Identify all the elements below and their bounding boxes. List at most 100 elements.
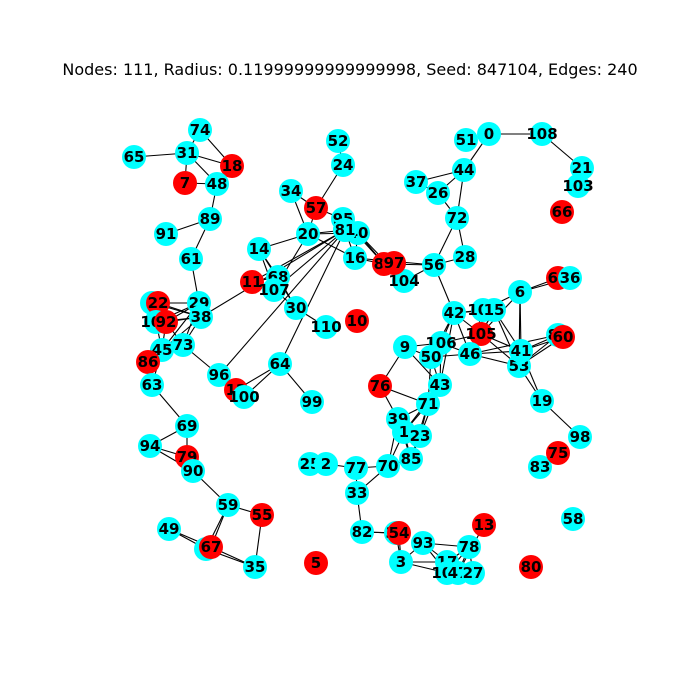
node-97: 97 [382, 251, 406, 275]
node-label: 35 [245, 558, 266, 576]
node-11: 11 [240, 270, 264, 294]
node-label: 108 [526, 125, 557, 143]
node-label: 26 [428, 184, 449, 202]
node-label: 85 [401, 450, 422, 468]
node-circle [181, 459, 205, 483]
node-label: 51 [456, 131, 477, 149]
node-circle [250, 503, 274, 527]
node-circle [453, 245, 477, 269]
node-label: 72 [447, 209, 468, 227]
node-34: 34 [279, 179, 303, 203]
node-circle [146, 291, 170, 315]
node-circle [154, 310, 178, 334]
node-label: 69 [177, 417, 198, 435]
node-circle [243, 555, 267, 579]
node-42: 42 [442, 301, 466, 325]
node-circle [368, 374, 392, 398]
node-99: 99 [300, 390, 324, 414]
node-label: 57 [306, 199, 327, 217]
node-label: 56 [424, 256, 445, 274]
node-label: 6 [515, 283, 525, 301]
node-circle [550, 200, 574, 224]
node-circle [570, 156, 594, 180]
node-circle [247, 237, 271, 261]
node-label: 63 [142, 376, 163, 394]
node-69: 69 [175, 414, 199, 438]
node-44: 44 [452, 158, 476, 182]
node-circle [240, 270, 264, 294]
node-96: 96 [207, 363, 231, 387]
node-circle [350, 520, 374, 544]
node-label: 75 [548, 444, 569, 462]
node-label: 97 [384, 254, 405, 272]
node-52: 52 [326, 129, 350, 153]
node-89: 89 [198, 207, 222, 231]
node-circle [188, 118, 212, 142]
node-label: 96 [209, 366, 230, 384]
node-label: 43 [430, 376, 451, 394]
node-circle [452, 158, 476, 182]
node-circle [408, 424, 432, 448]
node-label: 41 [511, 342, 532, 360]
node-37: 37 [404, 170, 428, 194]
node-circle [445, 206, 469, 230]
node-circle [389, 550, 413, 574]
node-circle [205, 172, 229, 196]
node-label: 86 [138, 353, 159, 371]
node-label: 58 [563, 510, 584, 528]
node-circle [382, 251, 406, 275]
node-43: 43 [428, 373, 452, 397]
node-23: 23 [408, 424, 432, 448]
node-label: 44 [454, 161, 475, 179]
node-38: 38 [189, 305, 213, 329]
node-label: 98 [570, 428, 591, 446]
node-label: 52 [328, 132, 349, 150]
node-75: 75 [546, 441, 570, 465]
node-label: 99 [302, 393, 323, 411]
node-label: 74 [190, 121, 211, 139]
node-circle [157, 517, 181, 541]
node-86: 86 [136, 350, 160, 374]
node-circle [454, 128, 478, 152]
node-107: 107 [258, 278, 290, 302]
node-circle [530, 122, 554, 146]
node-circle [422, 253, 446, 277]
node-label: 10 [347, 312, 368, 330]
node-label: 83 [530, 458, 551, 476]
node-label: 61 [181, 250, 202, 268]
node-35: 35 [243, 555, 267, 579]
node-27: 27 [461, 561, 485, 585]
node-circle [220, 154, 244, 178]
node-circle [284, 296, 308, 320]
node-label: 30 [286, 299, 307, 317]
node-circle [469, 322, 493, 346]
node-label: 20 [298, 225, 319, 243]
node-label: 38 [191, 308, 212, 326]
node-76: 76 [368, 374, 392, 398]
node-81: 81 [333, 218, 357, 242]
node-circle [442, 301, 466, 325]
node-circle [189, 305, 213, 329]
node-circle [426, 181, 450, 205]
node-circle [344, 456, 368, 480]
node-label: 18 [222, 157, 243, 175]
node-label: 48 [207, 175, 228, 193]
node-circle [566, 174, 590, 198]
node-label: 7 [180, 174, 190, 192]
node-circle [154, 222, 178, 246]
node-label: 80 [521, 558, 542, 576]
node-circle [392, 269, 416, 293]
node-label: 107 [258, 281, 289, 299]
node-label: 14 [249, 240, 270, 258]
node-circle [461, 561, 485, 585]
node-label: 31 [177, 144, 198, 162]
node-circle [175, 414, 199, 438]
node-104: 104 [388, 269, 420, 293]
node-label: 92 [156, 313, 177, 331]
node-circle [207, 363, 231, 387]
node-label: 42 [444, 304, 465, 322]
graph-title: Nodes: 111, Radius: 0.11999999999999998,… [62, 60, 638, 79]
node-label: 0 [484, 125, 494, 143]
